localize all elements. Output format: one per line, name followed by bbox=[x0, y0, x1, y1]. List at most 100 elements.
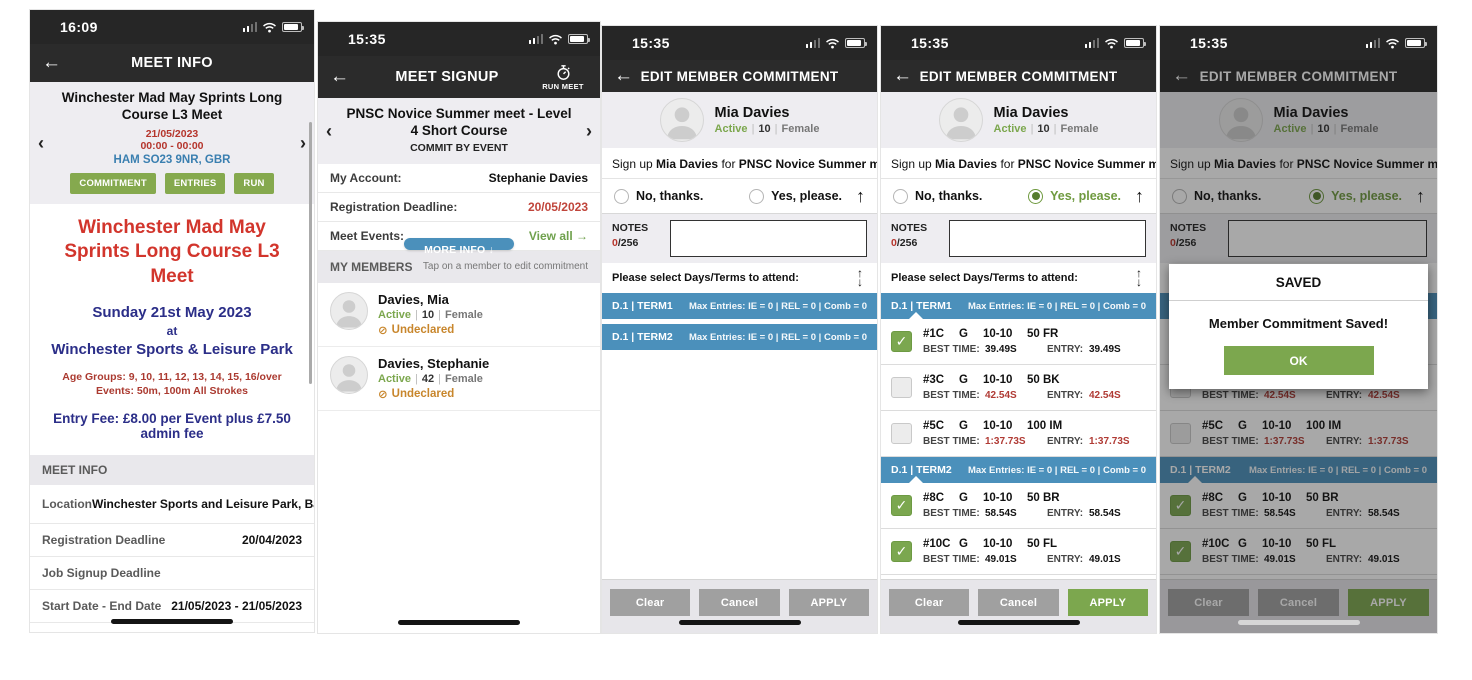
event-checkbox[interactable]: ✓ bbox=[1170, 541, 1191, 562]
clear-button[interactable]: Clear bbox=[1168, 589, 1249, 616]
notes-input[interactable] bbox=[670, 220, 867, 257]
event-checkbox[interactable] bbox=[1170, 423, 1191, 444]
nav-header: ← MEET INFO bbox=[30, 44, 314, 82]
radio-yes-please[interactable]: Yes, please. bbox=[1309, 188, 1402, 204]
select-days-prompt-row: Please select Days/Terms to attend: ↑↓ bbox=[881, 263, 1156, 293]
collapse-arrow-icon[interactable]: ↑ bbox=[1135, 186, 1144, 206]
next-meet-button[interactable]: › bbox=[300, 132, 306, 153]
term2-header[interactable]: D.1 | TERM2 Max Entries: IE = 0 | REL = … bbox=[881, 457, 1156, 483]
event-row-5c[interactable]: #5C G 10-10 100 IM BEST TIME: 1:37.73S ENTRY:… bbox=[1160, 411, 1437, 457]
location-row[interactable]: Location Winchester Sports and Leisure P… bbox=[30, 484, 314, 524]
prev-meet-button[interactable]: ‹ bbox=[38, 132, 44, 153]
my-members-section-header: MY MEMBERS Tap on a member to edit commi… bbox=[318, 250, 600, 283]
event-row-8c[interactable]: ✓ #8C G 10-10 50 BR BEST TIME: 58.54S ENTRY: 5… bbox=[881, 483, 1156, 529]
meet-venue: Winchester Sports & Leisure Park bbox=[51, 340, 293, 358]
event-row-8c[interactable]: ✓ #8C G 10-10 50 BR BEST TIME: 58.54S ENTRY: 5… bbox=[1160, 483, 1437, 529]
apply-button[interactable]: APPLY bbox=[788, 589, 869, 616]
term1-header[interactable]: D.1 | TERM1 Max Entries: IE = 0 | REL = … bbox=[881, 293, 1156, 319]
entries-button[interactable]: ENTRIES bbox=[164, 172, 226, 194]
back-button[interactable]: ← bbox=[893, 65, 912, 86]
radio-yes-please[interactable]: Yes, please. bbox=[1028, 188, 1121, 204]
back-button[interactable]: ← bbox=[330, 66, 349, 87]
radio-circle[interactable] bbox=[614, 188, 629, 204]
next-meet-button[interactable]: › bbox=[586, 120, 592, 141]
dialog-message: Member Commitment Saved! bbox=[1208, 316, 1389, 331]
expand-collapse-arrows-icon[interactable]: ↑↓ bbox=[1136, 266, 1142, 289]
back-button[interactable]: ← bbox=[1172, 65, 1191, 86]
scrollbar[interactable] bbox=[309, 122, 312, 384]
nav-header: ← EDIT MEMBER COMMITMENT bbox=[881, 60, 1156, 92]
attendance-choice: No, thanks. Yes, please. ↑ bbox=[881, 179, 1156, 214]
wifi-icon bbox=[1386, 38, 1399, 49]
clear-button[interactable]: Clear bbox=[889, 589, 970, 616]
registration-deadline-row: Registration Deadline: 20/05/2023 bbox=[318, 192, 600, 222]
meet-description: Winchester Mad May Sprints Long Course L… bbox=[30, 204, 314, 441]
cancel-button[interactable]: Cancel bbox=[1258, 589, 1339, 616]
term2-header[interactable]: D.1 | TERM2 Max Entries: IE = 0 | REL = … bbox=[1160, 457, 1437, 483]
term1-header[interactable]: D.1 | TERM1 Max Entries: IE = 0 | REL = … bbox=[602, 293, 877, 319]
notes-input[interactable] bbox=[1228, 220, 1427, 257]
event-checkbox[interactable] bbox=[891, 423, 912, 444]
member-row-stephanie[interactable]: Davies, Stephanie Active | 42 | Female ⊘ Und… bbox=[318, 346, 600, 411]
meet-card-location-link[interactable]: HAM SO23 9NR, GBR bbox=[113, 153, 231, 166]
event-row-5c[interactable]: #5C G 10-10 100 IM BEST TIME: 1:37.73S ENTRY:… bbox=[881, 411, 1156, 457]
home-indicator[interactable] bbox=[957, 620, 1080, 625]
event-checkbox[interactable]: ✓ bbox=[891, 495, 912, 516]
event-checkbox[interactable]: ✓ bbox=[891, 541, 912, 562]
apply-button[interactable]: APPLY bbox=[1067, 589, 1148, 616]
signup-sentence: Sign up Mia Davies for PNSC Novice Summe… bbox=[602, 148, 877, 179]
home-indicator[interactable] bbox=[1237, 620, 1360, 625]
event-row-10c[interactable]: ✓ #10C G 10-10 50 FL BEST TIME: 49.01S ENTRY:… bbox=[881, 529, 1156, 575]
apply-button[interactable]: APPLY bbox=[1348, 589, 1429, 616]
radio-no-thanks[interactable]: No, thanks. bbox=[1172, 188, 1261, 204]
radio-circle[interactable] bbox=[1172, 188, 1187, 204]
radio-circle[interactable] bbox=[1028, 188, 1044, 204]
ok-button[interactable]: OK bbox=[1223, 346, 1374, 375]
expand-collapse-arrows-icon[interactable]: ↑↓ bbox=[857, 266, 863, 289]
radio-circle[interactable] bbox=[749, 188, 765, 204]
radio-circle[interactable] bbox=[1309, 188, 1325, 204]
notes-input[interactable] bbox=[949, 220, 1146, 257]
radio-no-thanks[interactable]: No, thanks. bbox=[614, 188, 703, 204]
status-time: 15:35 bbox=[1190, 35, 1228, 51]
radio-no-thanks[interactable]: No, thanks. bbox=[893, 188, 982, 204]
event-checkbox[interactable]: ✓ bbox=[891, 331, 912, 352]
notes-section: NOTES 0/256 bbox=[602, 214, 877, 263]
collapse-arrow-icon[interactable]: ↑ bbox=[1416, 186, 1425, 206]
run-button[interactable]: RUN bbox=[234, 172, 274, 194]
page-title: EDIT MEMBER COMMITMENT bbox=[1199, 68, 1398, 84]
home-indicator[interactable] bbox=[398, 620, 520, 625]
back-button[interactable]: ← bbox=[42, 52, 61, 73]
view-all-link[interactable]: View all → bbox=[528, 228, 588, 243]
back-button[interactable]: ← bbox=[614, 65, 633, 86]
signup-sentence: Sign up Mia Davies for PNSC Novice Summe… bbox=[1160, 148, 1437, 179]
collapse-arrow-icon[interactable]: ↑ bbox=[856, 186, 865, 206]
event-checkbox[interactable] bbox=[891, 377, 912, 398]
home-indicator[interactable] bbox=[111, 619, 233, 624]
home-indicator[interactable] bbox=[678, 620, 801, 625]
radio-circle[interactable] bbox=[893, 188, 908, 204]
member-header: Mia Davies Active | 10 | Female bbox=[881, 92, 1156, 148]
member-info: Active | 42 | Female bbox=[378, 372, 483, 385]
event-checkbox[interactable]: ✓ bbox=[1170, 495, 1191, 516]
clear-button[interactable]: Clear bbox=[610, 589, 691, 616]
commitment-button[interactable]: COMMITMENT bbox=[70, 172, 156, 194]
cancel-button[interactable]: Cancel bbox=[699, 589, 780, 616]
row-label: Meet Events: bbox=[330, 228, 405, 243]
term2-header[interactable]: D.1 | TERM2 Max Entries: IE = 0 | REL = … bbox=[602, 324, 877, 350]
member-row-mia[interactable]: Davies, Mia Active | 10 | Female ⊘ Undeclare… bbox=[318, 282, 600, 347]
dialog-title: SAVED bbox=[1169, 275, 1428, 301]
cancel-button[interactable]: Cancel bbox=[978, 589, 1059, 616]
meet-card-title: PNSC Novice Summer meet - Level 4 Short … bbox=[346, 106, 572, 138]
radio-yes-please[interactable]: Yes, please. bbox=[749, 188, 842, 204]
more-info-button[interactable]: MORE INFO ↓ bbox=[404, 237, 514, 256]
event-row-10c[interactable]: ✓ #10C G 10-10 50 FL BEST TIME: 49.01S ENTRY:… bbox=[1160, 529, 1437, 575]
radio-label: Yes, please. bbox=[1050, 189, 1121, 203]
meet-summary-card: ‹ › PNSC Novice Summer meet - Level 4 Sh… bbox=[318, 98, 600, 164]
run-meet-button[interactable]: RUN MEET bbox=[538, 64, 588, 91]
nav-header: ← EDIT MEMBER COMMITMENT bbox=[1160, 60, 1437, 92]
member-info: Active | 10 | Female bbox=[993, 123, 1099, 135]
prev-meet-button[interactable]: ‹ bbox=[326, 120, 332, 141]
